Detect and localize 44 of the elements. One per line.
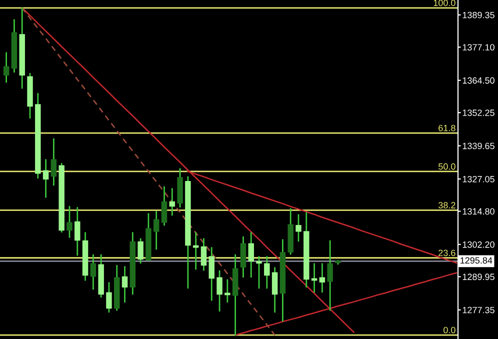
candlestick bbox=[224, 279, 230, 303]
candlestick bbox=[319, 263, 326, 293]
candlestick bbox=[106, 282, 112, 313]
candlestick bbox=[311, 263, 318, 293]
candlestick bbox=[208, 247, 214, 301]
candlestick bbox=[240, 236, 246, 278]
candlestick bbox=[216, 270, 222, 312]
candlestick bbox=[256, 256, 262, 289]
annotation: 23.6 bbox=[438, 250, 456, 256]
candlestick bbox=[138, 238, 144, 264]
candlestick bbox=[169, 188, 176, 216]
y-tick-label: 1302.20 bbox=[462, 241, 494, 248]
y-tick-label: 1327.05 bbox=[462, 176, 494, 182]
candlestick bbox=[248, 232, 254, 278]
annotation: 100.0 bbox=[434, 0, 456, 6]
candlestick bbox=[153, 211, 160, 250]
candlestick bbox=[192, 232, 199, 270]
candlestick bbox=[272, 267, 278, 313]
y-tick-label: 1277.35 bbox=[462, 306, 494, 314]
candlestick bbox=[200, 238, 207, 271]
annotation: 61.8 bbox=[438, 124, 456, 132]
candlestick bbox=[90, 254, 96, 290]
candlestick bbox=[161, 186, 168, 226]
candlestick bbox=[264, 256, 270, 289]
candlestick bbox=[122, 266, 128, 303]
candlestick bbox=[327, 240, 333, 311]
ref-line-label: 1295.84 bbox=[460, 257, 492, 264]
y-tick-label: 1377.10 bbox=[462, 44, 494, 51]
y-tick-label: 1339.65 bbox=[462, 142, 494, 150]
annotation: 0.0 bbox=[444, 326, 456, 334]
y-tick-label: 1389.35 bbox=[462, 12, 494, 18]
candlestick bbox=[296, 214, 302, 242]
candlestick bbox=[50, 138, 57, 186]
y-tick-label: 1364.50 bbox=[462, 77, 494, 84]
candlestick bbox=[74, 207, 80, 256]
y-tick-label: 1352.25 bbox=[462, 110, 494, 116]
candlestick bbox=[3, 52, 10, 83]
annotation: 38.2 bbox=[438, 202, 456, 208]
line-series bbox=[21, 7, 276, 336]
annotation: 50.0 bbox=[438, 163, 456, 170]
y-tick-label: 1289.95 bbox=[462, 274, 494, 280]
candlestick bbox=[42, 159, 49, 198]
candlestick bbox=[66, 206, 72, 238]
y-tick-label: 1314.80 bbox=[462, 208, 494, 215]
